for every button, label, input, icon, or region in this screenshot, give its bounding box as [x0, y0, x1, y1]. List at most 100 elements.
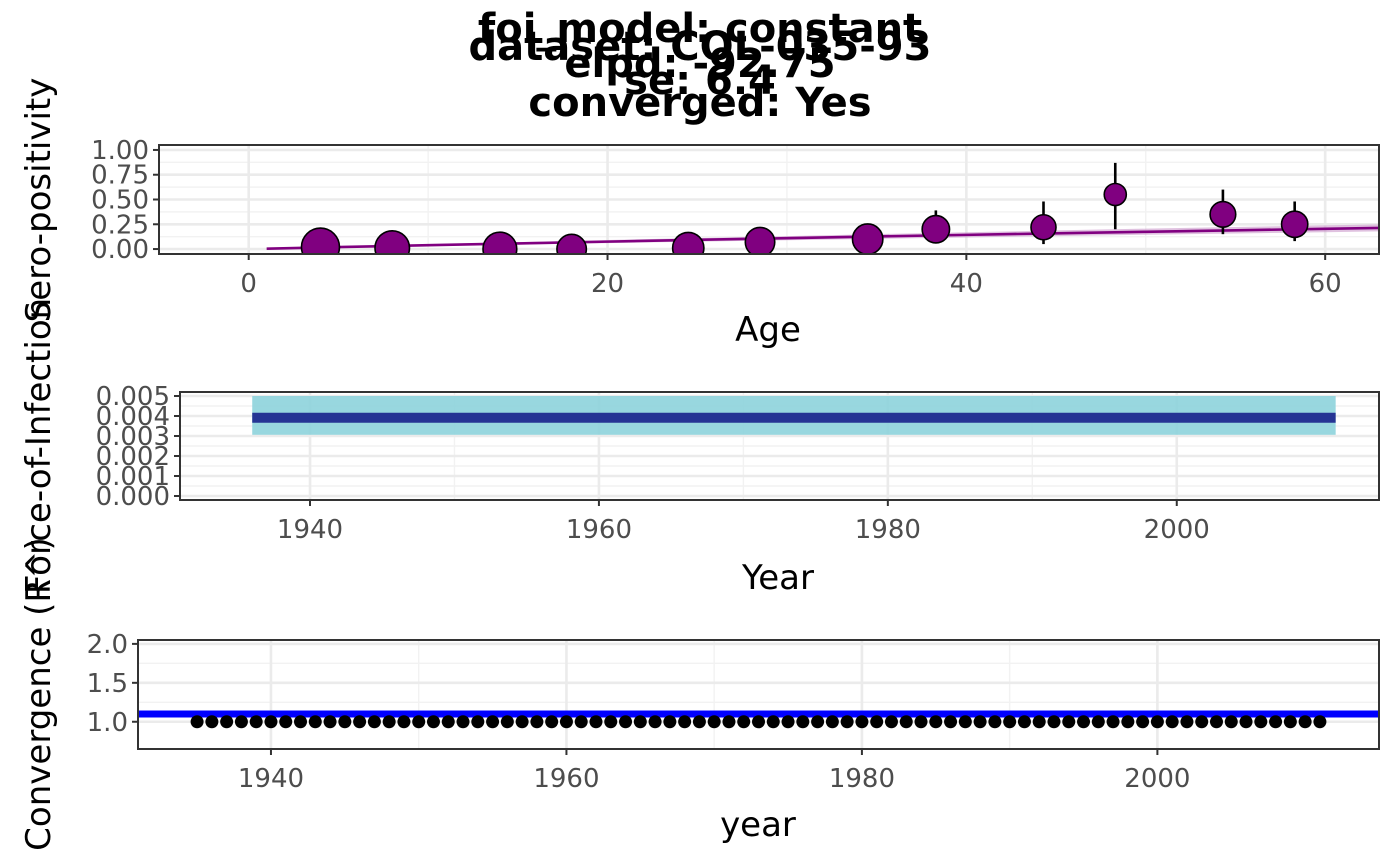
- convergence-point: [1165, 715, 1179, 729]
- title-line-se: se: 6.4: [624, 58, 776, 104]
- foi-xlabel: Year: [741, 558, 814, 598]
- convergence-point: [1180, 715, 1194, 729]
- convergence-ylabel: Convergence (R^): [19, 537, 59, 851]
- seroprev-ytick-label: 0.75: [91, 161, 149, 191]
- convergence-point: [515, 715, 529, 729]
- convergence-point: [663, 715, 677, 729]
- foi-ytick-label: 0.000: [96, 482, 170, 512]
- convergence-point: [944, 715, 958, 729]
- convergence-point: [220, 715, 234, 729]
- foi-xtick-label: 1980: [855, 515, 921, 545]
- convergence-point: [796, 715, 810, 729]
- convergence-point: [1283, 715, 1297, 729]
- convergence-xlabel: year: [720, 805, 796, 845]
- seroprev-xtick-label: 40: [950, 269, 983, 299]
- convergence-point: [249, 715, 263, 729]
- convergence-point: [973, 715, 987, 729]
- seroprev-ytick-label: 0.00: [91, 235, 149, 265]
- convergence-point: [1224, 715, 1238, 729]
- convergence-panel-border: [137, 639, 1380, 750]
- convergence-point: [1047, 715, 1061, 729]
- seroprev-xtick-label: 60: [1309, 269, 1342, 299]
- seroprev-data-point: [1280, 210, 1309, 239]
- convergence-point: [958, 715, 972, 729]
- plot-title: foi_model: constant dataset: COL-035-93 …: [469, 6, 932, 126]
- foi-xtick-label: 1960: [566, 515, 632, 545]
- title-line-converged: converged: Yes: [528, 80, 871, 126]
- convergence-point: [279, 715, 293, 729]
- convergence-point: [1269, 715, 1283, 729]
- convergence-point: [294, 715, 308, 729]
- convergence-point: [1313, 715, 1327, 729]
- convergence-point: [530, 715, 544, 729]
- convergence-point: [205, 715, 219, 729]
- convergence-point: [1136, 715, 1150, 729]
- convergence-point: [929, 715, 943, 729]
- convergence-xtick-label: 2000: [1124, 764, 1190, 794]
- convergence-point: [678, 715, 692, 729]
- seroprev-data-point: [671, 231, 705, 254]
- seroprev-ytick-label: 1.00: [91, 136, 149, 166]
- seroprev-panel-border: [158, 144, 1380, 255]
- seroprev-ytick-label: 0.50: [91, 186, 149, 216]
- convergence-point: [1195, 715, 1209, 729]
- convergence-point: [559, 715, 573, 729]
- convergence-point: [338, 715, 352, 729]
- convergence-point: [707, 715, 721, 729]
- convergence-plot-background: [138, 640, 1379, 749]
- convergence-point: [604, 715, 618, 729]
- convergence-point: [308, 715, 322, 729]
- foi-ytick-label: 0.001: [96, 462, 170, 492]
- seroprev-xtick-label: 20: [591, 269, 624, 299]
- foi-ytick-label: 0.004: [96, 402, 170, 432]
- title-line-elpd: elpd: -92.75: [564, 41, 835, 87]
- convergence-point: [737, 715, 751, 729]
- seroprev-xtick-label: 0: [240, 269, 257, 299]
- convergence-point: [840, 715, 854, 729]
- title-line-model: foi_model: constant: [478, 6, 922, 52]
- seroprev-data-point: [300, 227, 341, 254]
- convergence-ytick-label: 1.0: [87, 708, 128, 738]
- convergence-point: [234, 715, 248, 729]
- foi-panel-border: [179, 391, 1380, 501]
- convergence-point: [264, 715, 278, 729]
- convergence-point: [988, 715, 1002, 729]
- seroprev-ytick-label: 0.25: [91, 210, 149, 240]
- convergence-point: [1239, 715, 1253, 729]
- convergence-ytick-label: 1.5: [87, 669, 128, 699]
- convergence-point: [353, 715, 367, 729]
- seroprev-data-point: [921, 214, 951, 244]
- convergence-point: [811, 715, 825, 729]
- convergence-point: [574, 715, 588, 729]
- convergence-point: [648, 715, 662, 729]
- convergence-point: [456, 715, 470, 729]
- foi-ytick-label: 0.002: [96, 442, 170, 472]
- convergence-point: [633, 715, 647, 729]
- convergence-point: [1062, 715, 1076, 729]
- convergence-point: [486, 715, 500, 729]
- seroprev-data-layer: [266, 162, 1379, 254]
- convergence-point: [1106, 715, 1120, 729]
- convergence-point: [1077, 715, 1091, 729]
- foi-ytick-label: 0.003: [96, 422, 170, 452]
- convergence-point: [1091, 715, 1105, 729]
- convergence-point: [397, 715, 411, 729]
- convergence-point: [1150, 715, 1164, 729]
- convergence-point: [323, 715, 337, 729]
- convergence-point: [382, 715, 396, 729]
- convergence-point: [619, 715, 633, 729]
- foi-ylabel: Force-of-Infection: [19, 298, 59, 594]
- seroprev-data-point: [1030, 213, 1057, 241]
- convergence-point: [441, 715, 455, 729]
- seroprev-data-point: [1103, 182, 1128, 207]
- convergence-point: [870, 715, 884, 729]
- convergence-xtick-label: 1960: [533, 764, 599, 794]
- convergence-point: [500, 715, 514, 729]
- seroprev-fit-line: [266, 226, 1379, 250]
- convergence-point: [884, 715, 898, 729]
- seroprev-data-point: [851, 223, 884, 254]
- convergence-point: [1209, 715, 1223, 729]
- foi-ytick-label: 0.005: [96, 382, 170, 412]
- convergence-point: [471, 715, 485, 729]
